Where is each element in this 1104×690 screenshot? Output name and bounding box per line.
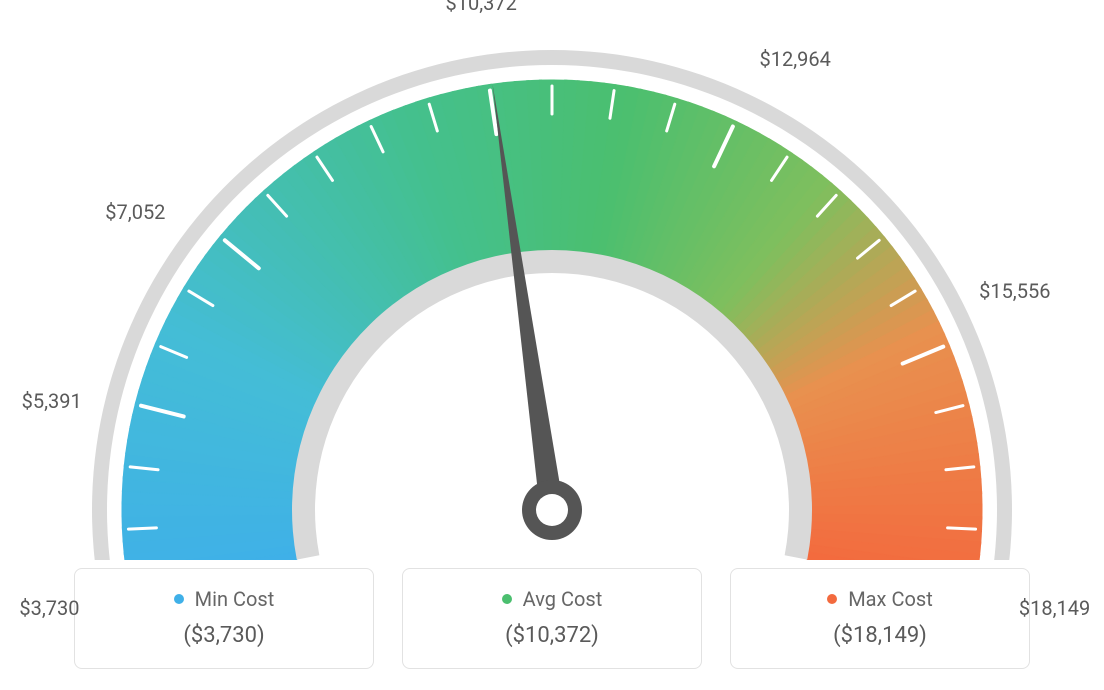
dot-icon [174, 594, 184, 604]
gauge-tick-label: $15,556 [979, 279, 1050, 303]
legend-card-max: Max Cost ($18,149) [730, 568, 1030, 669]
gauge-tick-label: $10,372 [445, 0, 516, 15]
legend-title-text: Max Cost [848, 587, 933, 611]
dot-icon [827, 594, 837, 604]
gauge-tick-label: $3,730 [19, 596, 79, 620]
gauge-svg [0, 0, 1104, 560]
legend-card-avg: Avg Cost ($10,372) [402, 568, 702, 669]
gauge-tick-label: $5,391 [22, 389, 82, 413]
dot-icon [502, 594, 512, 604]
legend-value-max: ($18,149) [731, 623, 1029, 648]
cost-gauge: $3,730$5,391$7,052$10,372$12,964$15,556$… [0, 0, 1104, 560]
gauge-tick-label: $7,052 [105, 200, 165, 224]
legend-value-min: ($3,730) [75, 623, 373, 648]
legend-title-max: Max Cost [731, 587, 1029, 611]
legend-row: Min Cost ($3,730) Avg Cost ($10,372) Max… [0, 568, 1104, 669]
legend-title-text: Min Cost [195, 587, 275, 611]
gauge-tick-label: $18,149 [1019, 596, 1090, 620]
legend-card-min: Min Cost ($3,730) [74, 568, 374, 669]
gauge-tick-label: $12,964 [760, 47, 831, 71]
legend-title-min: Min Cost [75, 587, 373, 611]
legend-title-text: Avg Cost [523, 587, 603, 611]
legend-title-avg: Avg Cost [403, 587, 701, 611]
legend-value-avg: ($10,372) [403, 623, 701, 648]
